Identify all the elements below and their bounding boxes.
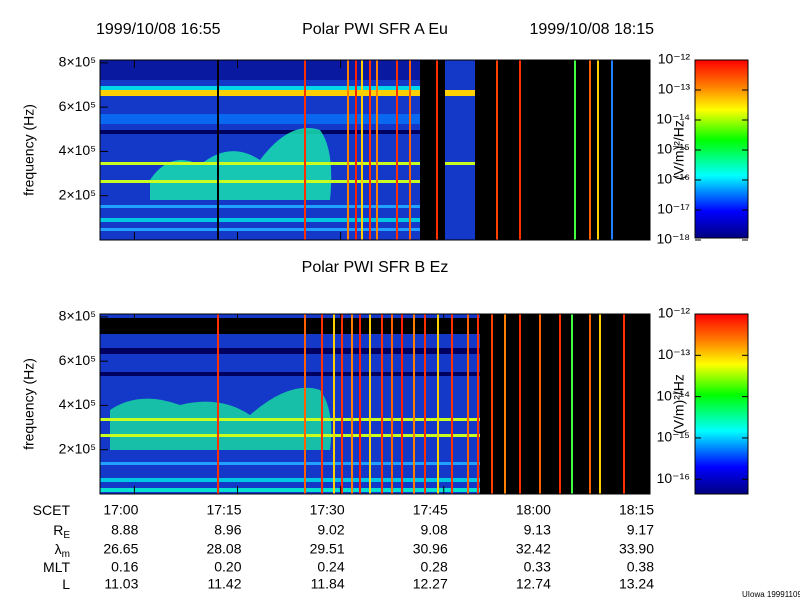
row-label: RE [53, 522, 70, 541]
colorbar-tick-label: 10⁻¹² [658, 305, 691, 321]
row-label: MLT [43, 559, 70, 575]
row-value: 12.27 [413, 576, 448, 592]
y-tick-label: 4×10⁵ [59, 142, 96, 158]
panel-title: Polar PWI SFR A Eu [302, 21, 448, 38]
row-label: λm [55, 541, 70, 560]
y-tick-label: 4×10⁵ [59, 396, 96, 412]
row-value: 11.42 [208, 576, 242, 592]
row-value: 18:00 [516, 502, 551, 518]
row-value: 9.17 [627, 522, 654, 538]
row-value: 33.90 [619, 541, 654, 557]
row-value: 17:15 [206, 502, 241, 518]
colorbar-tick-label: 10⁻¹⁶ [657, 171, 690, 187]
row-value: 9.02 [317, 522, 344, 538]
row-label: L [62, 576, 70, 592]
row-label-sub: E [63, 530, 70, 541]
row-value: 11.03 [104, 576, 138, 592]
row-label-text: MLT [43, 559, 70, 575]
row-label-text: R [53, 522, 63, 538]
y-axis-label: frequency (Hz) [21, 104, 37, 196]
colorbar-tick-label: 10⁻¹² [658, 51, 691, 67]
colorbar-tick-label: 10⁻¹⁵ [657, 429, 690, 445]
row-label-text: SCET [33, 502, 71, 518]
row-value: 17:00 [103, 502, 138, 518]
row-value: 26.65 [103, 541, 138, 557]
colorbar-label: (V/m)²/Hz [671, 120, 687, 180]
row-value: 12.74 [516, 576, 551, 592]
row-label: SCET [33, 502, 71, 518]
row-value: 9.08 [421, 522, 448, 538]
row-value: 28.08 [206, 541, 241, 557]
start-time: 1999/10/08 16:55 [96, 21, 221, 38]
y-tick-label: 2×10⁵ [59, 440, 96, 456]
row-value: 32.42 [516, 541, 551, 557]
row-value: 8.96 [214, 522, 241, 538]
y-tick-label: 6×10⁵ [59, 352, 96, 368]
y-tick-label: 8×10⁵ [59, 54, 96, 70]
row-value: 30.96 [413, 541, 448, 557]
spectrogram-image [100, 314, 650, 494]
spectrogram-image [100, 60, 650, 240]
colorbar-tick-label: 10⁻¹⁵ [657, 141, 690, 157]
colorbar [694, 313, 749, 495]
y-axis-label: frequency (Hz) [21, 358, 37, 450]
y-tick-label: 6×10⁵ [59, 98, 96, 114]
row-value: 8.88 [111, 522, 138, 538]
colorbar-tick-label: 10⁻¹³ [658, 346, 691, 362]
y-tick-label: 8×10⁵ [59, 308, 96, 324]
colorbar-tick-label: 10⁻¹³ [658, 81, 691, 97]
plot-frame [99, 59, 651, 241]
row-value: 17:45 [413, 502, 448, 518]
row-value: 18:15 [619, 502, 654, 518]
row-value: 17:30 [310, 502, 345, 518]
row-value: 0.16 [111, 559, 138, 575]
colorbar-tick-label: 10⁻¹⁸ [656, 231, 690, 247]
row-label-text: λ [55, 541, 62, 557]
colorbar-tick-label: 10⁻¹⁷ [657, 201, 690, 217]
panel-title: Polar PWI SFR B Ez [302, 259, 449, 276]
colorbar-label: (V/m)²/Hz [671, 374, 687, 434]
end-time: 1999/10/08 18:15 [529, 21, 654, 38]
colorbar-tick-label: 10⁻¹⁴ [656, 111, 690, 127]
row-value: 0.24 [317, 559, 344, 575]
footer: UIowa 19991109 [742, 590, 800, 599]
row-value: 13.24 [619, 576, 654, 592]
y-tick-label: 2×10⁵ [59, 186, 96, 202]
row-value: 0.38 [627, 559, 654, 575]
plot-frame [99, 313, 651, 495]
row-value: 0.20 [214, 559, 241, 575]
row-value: 11.84 [311, 576, 345, 592]
row-value: 0.33 [524, 559, 551, 575]
colorbar-tick-label: 10⁻¹⁶ [657, 470, 690, 486]
row-value: 29.51 [310, 541, 345, 557]
colorbar [694, 59, 749, 239]
row-value: 0.28 [421, 559, 448, 575]
colorbar-tick-label: 10⁻¹⁴ [656, 387, 690, 403]
row-label-text: L [62, 576, 70, 592]
row-value: 9.13 [524, 522, 551, 538]
row-label-sub: m [62, 549, 70, 560]
